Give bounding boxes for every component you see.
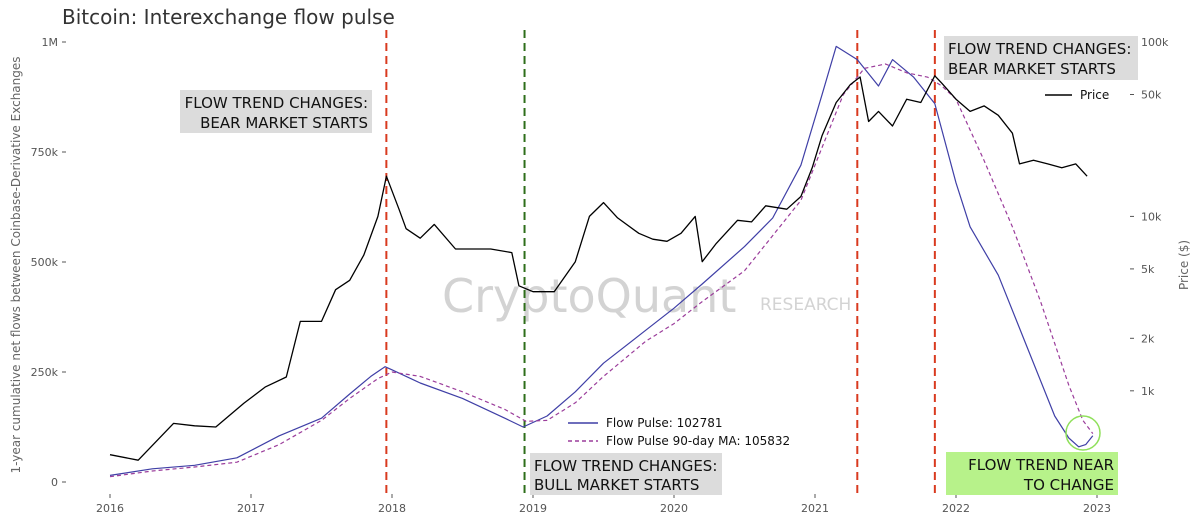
annotation-line: BEAR MARKET STARTS [948,60,1116,78]
series-line-price [109,75,1088,461]
left-tick-label: 0 [51,476,58,489]
right-tick-label: 5k [1141,263,1155,276]
watermark: CryptoQuant [442,269,736,323]
series-line-flow-pulse-90-day-ma [109,63,1094,478]
x-tick-label: 2017 [237,502,265,515]
annotation-bg [530,453,722,495]
x-tick-label: 2021 [801,502,829,515]
annotation-bear-2022: FLOW TREND CHANGES: BEAR MARKET STARTS [944,36,1138,80]
right-tick-label: 2k [1141,332,1155,345]
price-legend-label: Price [1080,88,1109,102]
x-tick-label: 2018 [378,502,406,515]
series-line-flow-pulse [109,45,1094,476]
watermark-sub: RESEARCH [760,295,851,315]
left-tick-label: 1M [42,36,59,49]
series-layer [109,45,1094,478]
right-tick-label: 10k [1141,210,1162,223]
right-tick-label: 100k [1141,36,1169,49]
annotation-near-change: FLOW TREND NEAR TO CHANGE [946,452,1118,495]
right-tick-label: 1k [1141,385,1155,398]
price-legend: Price [1045,88,1109,102]
flow-legend-label-1: Flow Pulse 90-day MA: 105832 [606,434,790,448]
x-tick-label: 2016 [96,502,124,515]
right-axis-title: Price ($) [1177,240,1191,290]
annotation-bg [180,90,372,133]
left-axis-title: 1-year cumulative net flows between Coin… [9,56,23,473]
annotation-line: FLOW TREND NEAR [968,456,1114,474]
annotation-bg [946,452,1118,495]
left-tick-label: 250k [31,366,59,379]
x-tick-label: 2023 [1083,502,1111,515]
annotation-line: TO CHANGE [1023,476,1114,494]
x-tick-label: 2022 [942,502,970,515]
annotation-bull-2019: FLOW TREND CHANGES: BULL MARKET STARTS [530,453,722,495]
annotation-line: FLOW TREND CHANGES: [948,40,1131,58]
annotation-bg [944,36,1138,80]
left-tick-label: 500k [31,256,59,269]
ticks-layer: 0 250k 500k 750k 1M 1k 2k 5k 10k 50k 100k 2016 2017 2… [31,36,1169,515]
annotation-line: FLOW TREND CHANGES: [534,457,717,475]
annotation-line: FLOW TREND CHANGES: [185,94,368,112]
annotation-line: BEAR MARKET STARTS [200,114,368,132]
annotation-line: BULL MARKET STARTS [534,476,699,494]
highlight-circle [1065,415,1101,451]
left-tick-label: 750k [31,146,59,159]
annotation-bear-2018: FLOW TREND CHANGES: BEAR MARKET STARTS [180,90,372,133]
right-tick-label: 50k [1141,89,1162,102]
flow-legend: Flow Pulse: 102781 Flow Pulse 90-day MA:… [568,416,790,448]
flow-legend-label-0: Flow Pulse: 102781 [606,416,722,430]
chart-title: Bitcoin: Interexchange flow pulse [62,5,395,29]
x-tick-label: 2019 [519,502,547,515]
x-tick-label: 2020 [660,502,688,515]
